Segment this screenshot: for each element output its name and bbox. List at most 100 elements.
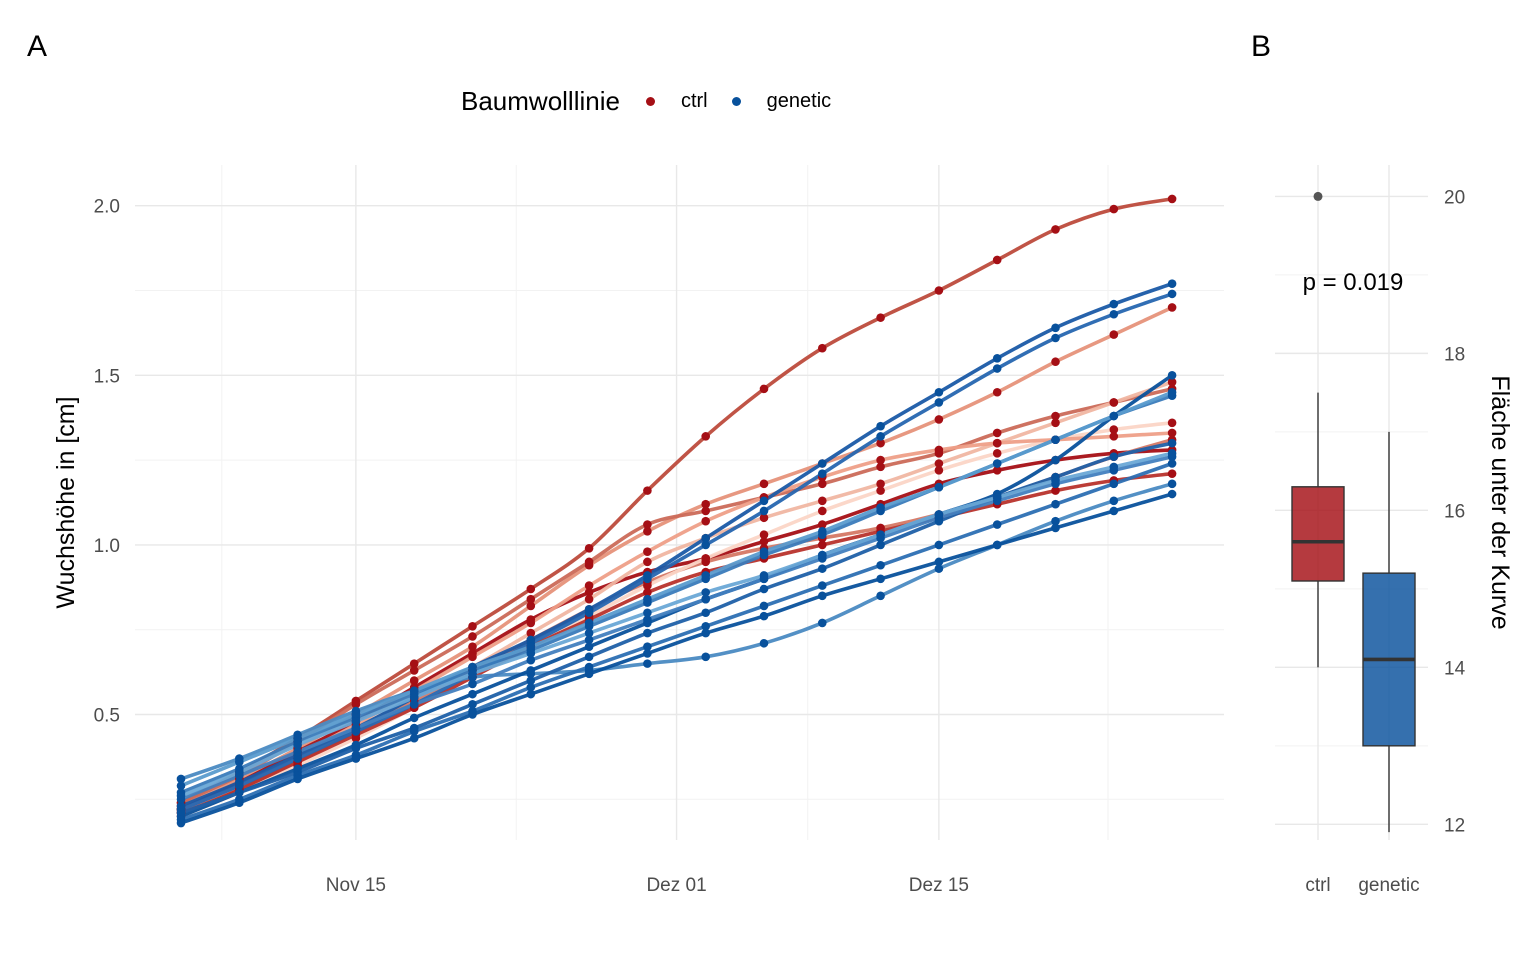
data-point-genetic-16-14 [934,482,944,492]
data-point-genetic-19-14 [934,557,944,567]
legend-label-genetic: genetic [766,90,832,112]
data-point-genetic-19-6 [468,710,477,719]
data-point-genetic-19-16 [1051,523,1060,533]
data-point-genetic-16-2 [235,757,244,767]
data-point-genetic-11-2 [235,781,244,791]
data-point-ctrl-1-15 [992,255,1002,265]
data-point-ctrl-2-14 [934,415,944,424]
data-point-ctrl-2-18 [1167,303,1177,312]
series-line-genetic-18 [179,454,1174,802]
data-point-genetic-19-18 [1167,489,1177,499]
data-point-genetic-17-13 [876,560,885,570]
data-point-genetic-16-16 [1051,435,1060,445]
data-point-genetic-12-9 [643,659,652,668]
data-point-ctrl-3-7 [526,594,536,604]
panel-a-label: A [27,30,48,63]
data-point-genetic-17-16 [1051,499,1060,509]
data-point-genetic-11-16 [1051,333,1060,343]
y-tick-label: 0.5 [94,705,120,726]
data-point-genetic-11-18 [1167,289,1177,299]
data-point-genetic-18-6 [468,679,477,689]
data-point-genetic-16-5 [409,686,419,696]
data-point-ctrl-4-12 [818,520,827,529]
data-point-ctrl-2-7 [526,601,536,611]
data-point-genetic-17-18 [1167,459,1177,468]
data-point-genetic-16-1 [176,781,186,791]
data-point-ctrl-5-16 [1051,418,1060,428]
data-point-ctrl-4-15 [992,465,1002,475]
data-point-ctrl-7-18 [1167,418,1177,428]
data-point-ctrl-9-15 [992,438,1002,448]
data-point-genetic-16-17 [1109,411,1119,421]
data-point-genetic-16-6 [468,662,477,672]
data-point-ctrl-1-16 [1051,225,1060,234]
x-tick-label-genetic: genetic [1358,875,1419,896]
data-point-genetic-17-11 [759,601,769,611]
data-point-ctrl-1-12 [818,343,827,353]
data-point-ctrl-7-11 [759,530,769,540]
data-point-genetic-19-4 [351,754,361,763]
legend: Baumwolllinie ctrl genetic [461,86,855,117]
data-point-genetic-19-13 [876,574,885,584]
data-point-genetic-10-13 [876,421,885,431]
data-point-ctrl-9-10 [701,516,710,526]
data-point-ctrl-5-17 [1109,398,1119,407]
x-tick-label: Dez 01 [646,875,706,896]
data-point-genetic-15-11 [759,584,769,594]
data-point-ctrl-9-13 [876,455,885,465]
legend-label-ctrl: ctrl [680,90,708,112]
data-point-ctrl-2-6 [468,642,477,651]
y-axis-label-right: Fläche unter der Kurve [1486,375,1514,629]
data-point-ctrl-9-17 [1109,432,1119,441]
data-point-genetic-18-9 [643,615,652,624]
data-point-genetic-19-7 [526,689,536,699]
data-point-ctrl-1-9 [643,486,652,495]
data-point-genetic-12-14 [934,564,944,573]
data-point-ctrl-1-18 [1167,194,1177,204]
data-point-genetic-20-15 [992,493,1002,502]
data-point-genetic-13-5 [409,713,419,723]
data-point-genetic-10-18 [1167,279,1177,289]
data-point-ctrl-9-18 [1167,428,1177,438]
data-point-ctrl-3-16 [1051,411,1060,421]
data-point-ctrl-3-8 [584,557,594,567]
data-point-genetic-16-11 [759,547,769,556]
data-point-genetic-11-15 [992,364,1002,373]
data-point-genetic-19-2 [235,798,244,807]
data-point-genetic-20-7 [526,649,536,658]
data-point-genetic-20-17 [1109,462,1119,472]
data-point-genetic-19-8 [584,669,594,679]
data-point-ctrl-8-16 [1051,486,1060,495]
data-point-ctrl-4-8 [584,588,594,597]
y-tick-label: 14 [1444,658,1466,679]
data-point-genetic-17-7 [526,683,536,692]
data-point-ctrl-3-9 [643,520,652,529]
data-point-genetic-20-11 [759,571,769,580]
data-point-genetic-10-14 [934,387,944,397]
legend-swatch-genetic [731,97,741,106]
data-point-genetic-12-18 [1167,479,1177,489]
data-point-ctrl-5-11 [759,513,769,523]
data-point-genetic-17-17 [1109,479,1119,489]
data-point-genetic-20-6 [468,669,477,679]
legend-swatch-ctrl [645,97,655,106]
data-point-genetic-20-13 [876,530,885,540]
p-value-annotation: p = 0.019 [1303,269,1404,296]
data-point-ctrl-5-9 [643,557,652,567]
data-point-genetic-20-5 [409,693,419,702]
data-point-ctrl-1-11 [759,384,769,394]
data-point-ctrl-2-17 [1109,330,1119,339]
data-point-ctrl-3-4 [351,700,361,709]
data-point-genetic-20-16 [1051,476,1060,485]
data-point-ctrl-1-14 [934,286,944,295]
data-point-ctrl-3-15 [992,428,1002,438]
data-point-ctrl-5-14 [934,459,944,468]
data-point-genetic-12-11 [759,638,769,648]
data-point-genetic-20-10 [701,588,710,597]
x-tick-label-ctrl: ctrl [1305,875,1330,896]
legend-item-genetic: genetic [731,90,832,113]
data-point-genetic-20-12 [818,550,827,560]
data-point-genetic-12-13 [876,591,885,601]
